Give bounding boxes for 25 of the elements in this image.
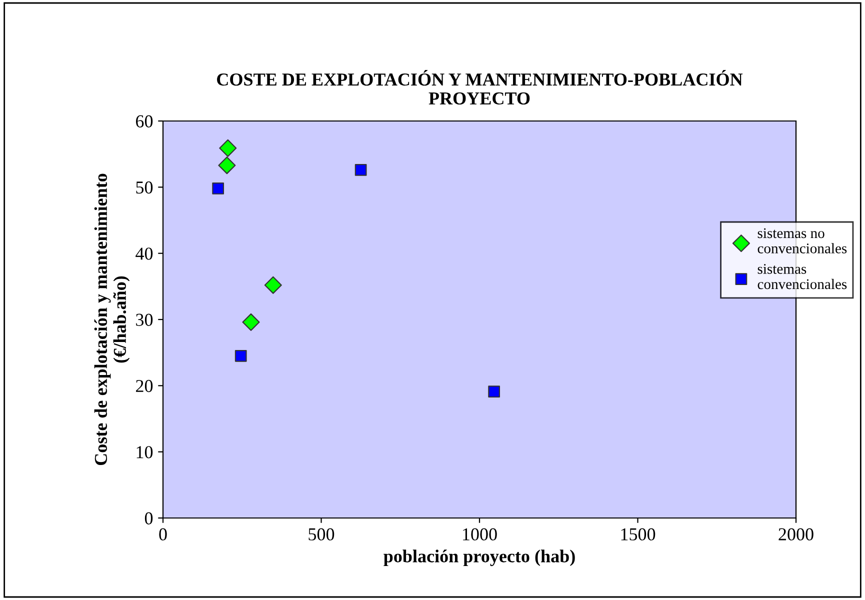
point — [488, 386, 500, 398]
y-tick-label: 20 — [136, 380, 153, 392]
chart-title: COSTE DE EXPLOTACIÓN Y MANTENIMIENTO-POBLACIÓN PROYECTO — [217, 70, 743, 105]
point — [212, 182, 224, 194]
legend-label: sistemas convencionales — [758, 264, 847, 290]
y-tick-label: 10 — [136, 446, 153, 458]
point — [218, 156, 236, 174]
x-tick-label: 500 — [308, 528, 334, 540]
y-tick-label: 60 — [136, 115, 153, 128]
y-axis-title: Coste de explotación y mantenimiento (€/hab.año) — [94, 174, 130, 466]
point — [234, 350, 247, 362]
x-axis-title: población proyecto (hab) — [384, 550, 575, 566]
point — [242, 313, 260, 331]
y-tick-label: 40 — [136, 248, 153, 260]
y-tick-label: 0 — [144, 512, 153, 524]
legend-label: sistemas no convencionales — [758, 228, 847, 254]
point — [219, 139, 237, 157]
x-tick-label: 0 — [159, 528, 167, 540]
point — [354, 164, 367, 176]
y-tick-label: 50 — [136, 181, 153, 194]
y-tick-label: 30 — [136, 314, 153, 326]
point — [264, 276, 282, 294]
x-tick-label: 1500 — [621, 528, 656, 540]
x-tick-label: 2000 — [778, 528, 814, 540]
x-tick-label: 1000 — [463, 528, 497, 540]
